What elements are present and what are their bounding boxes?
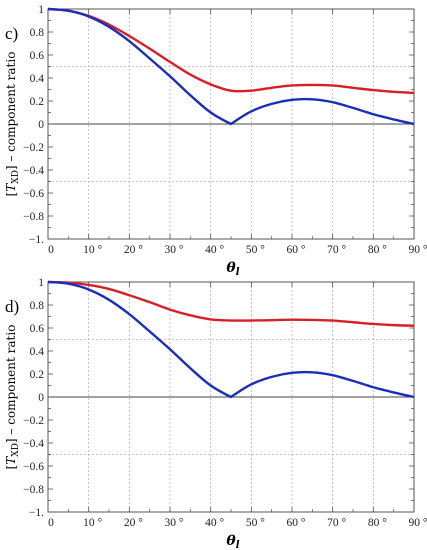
y-tick-label: 0.4 (30, 73, 45, 85)
y-tick-label: −0.8 (23, 484, 44, 496)
y-tick-label: 1 (38, 4, 44, 16)
y-tick-label: −0.4 (23, 165, 44, 177)
chart-panel-c: −1. −0.8 −0.6 −0.4 −0.2 0 0.2 0.4 0.6 0.8 1 0 10 ° 20… (4, 4, 427, 278)
y-tick-label: 0.6 (30, 323, 45, 335)
y-tick-label: 0.4 (30, 346, 45, 358)
y-tick-label: 0.8 (30, 300, 45, 312)
y-tick-label: −0.2 (23, 415, 44, 427)
y-tick-label: −0.4 (23, 438, 44, 450)
series-line-blue (47, 280, 415, 399)
grid (48, 9, 415, 239)
y-tick-label: −0.8 (23, 211, 44, 223)
x-tick-label: 80 ° (368, 244, 387, 256)
x-tick-label: 30 ° (165, 517, 184, 529)
x-tick-label: 90 ° (409, 244, 427, 256)
x-tick-label: 90 ° (409, 517, 427, 529)
x-tick-label: 20 ° (124, 517, 143, 529)
panel-label: d) (5, 297, 19, 316)
x-tick-label: 40 ° (205, 244, 224, 256)
y-tick-label: 0.8 (30, 27, 45, 39)
y-tick-label: −0.6 (23, 188, 44, 200)
x-axis-label: θl (226, 260, 239, 278)
x-tick-label: 0 (48, 517, 54, 529)
series-line-red (47, 280, 415, 327)
y-tick-label: 0 (38, 119, 44, 131)
x-tick-label: 20 ° (124, 244, 143, 256)
x-tick-label: 10 ° (83, 517, 102, 529)
x-axis-label: θl (226, 533, 239, 550)
x-tick-label: 50 ° (246, 517, 265, 529)
x-tick-label: 50 ° (246, 244, 265, 256)
x-tick-label: 80 ° (368, 517, 387, 529)
x-tick-label: 60 ° (287, 517, 306, 529)
y-tick-label: 0.2 (30, 369, 45, 381)
series-line-blue (47, 7, 415, 126)
grid (48, 282, 415, 512)
x-tick-label: 30 ° (165, 244, 184, 256)
y-tick-label: 0.2 (30, 96, 45, 108)
x-tick-label: 10 ° (83, 244, 102, 256)
y-tick-label: −1. (29, 234, 44, 246)
y-tick-label: −0.6 (23, 461, 44, 473)
y-axis-label: [TXD] – component ratio (4, 52, 21, 197)
series-line-red (47, 7, 415, 95)
chart-panel-d: −1. −0.8 −0.6 −0.4 −0.2 0 0.2 0.4 0.6 0.8 1 0 10 ° 20… (4, 277, 427, 550)
x-tick-label: 70 ° (327, 517, 346, 529)
y-tick-label: 0 (38, 392, 44, 404)
x-tick-label: 0 (48, 244, 54, 256)
y-tick-label: 0.6 (30, 50, 45, 62)
y-tick-label: 1 (38, 277, 44, 289)
x-tick-label: 60 ° (287, 244, 306, 256)
panel-label: c) (5, 24, 18, 43)
x-tick-label: 40 ° (205, 517, 224, 529)
y-tick-label: −0.2 (23, 142, 44, 154)
y-tick-label: −1. (29, 507, 44, 519)
x-tick-label: 70 ° (327, 244, 346, 256)
y-axis-label: [TXD] – component ratio (4, 325, 21, 470)
